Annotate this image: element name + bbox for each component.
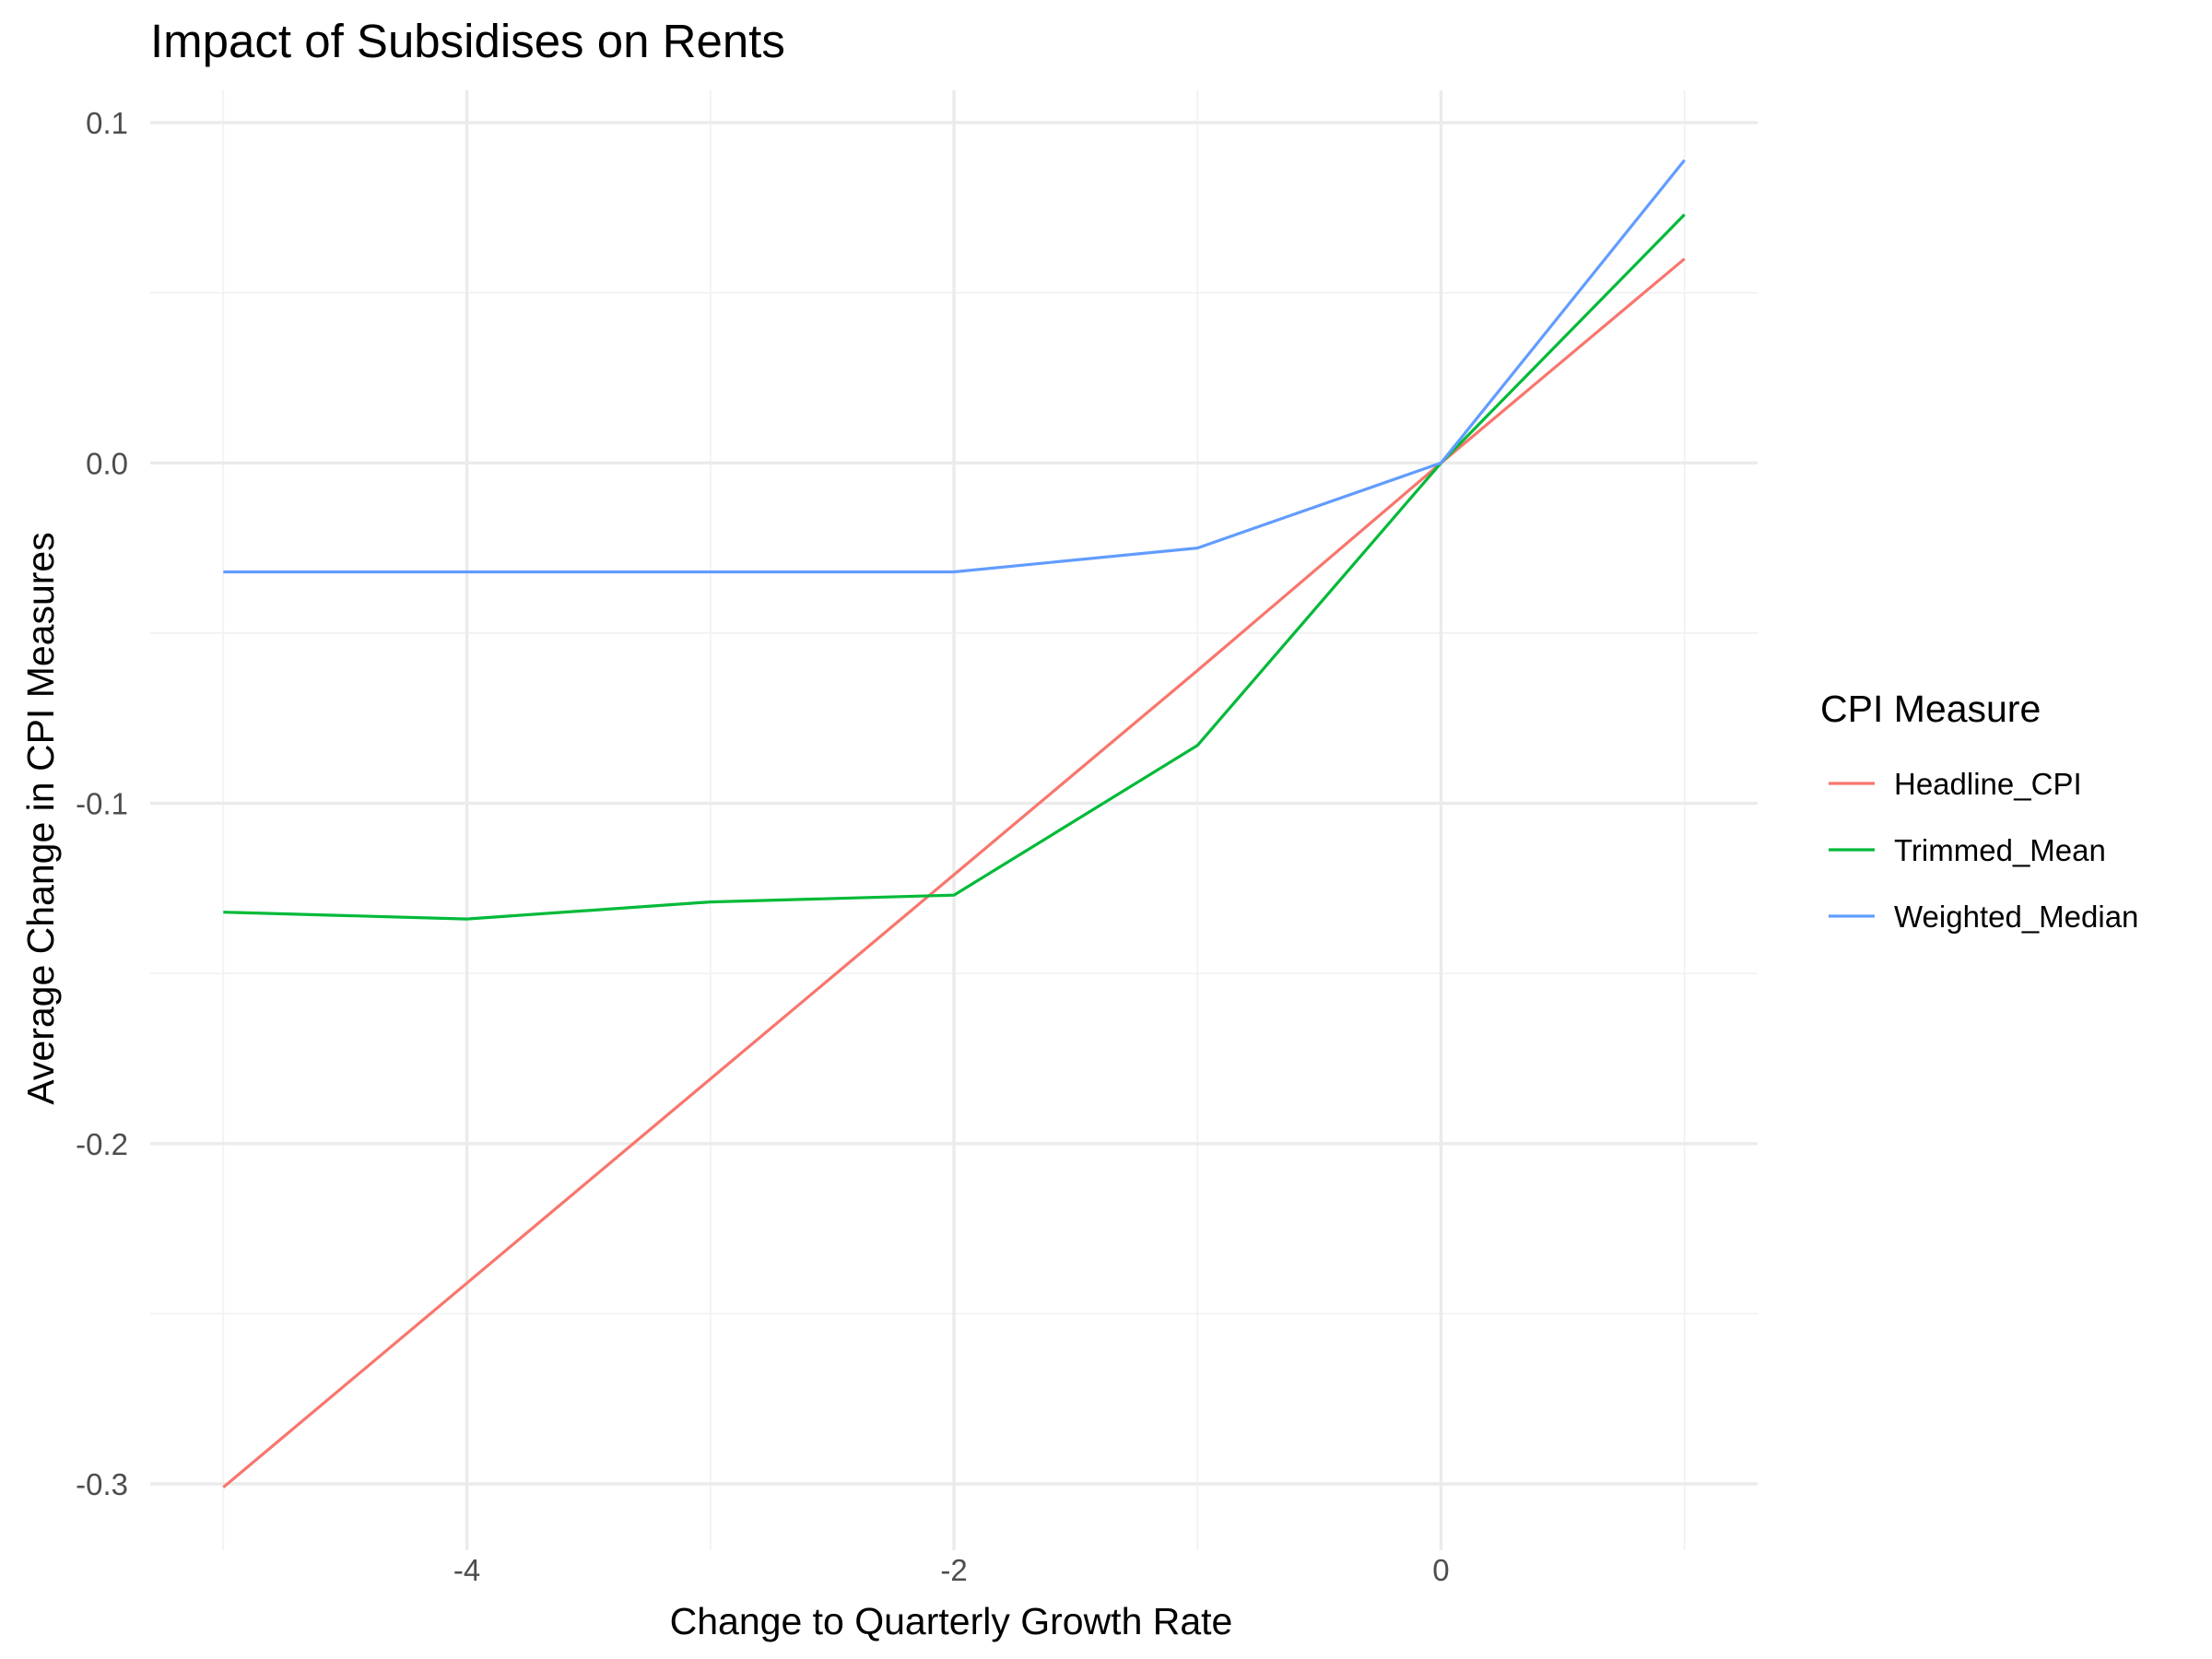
y-axis-title: Average Change in CPI Measures <box>19 532 62 1104</box>
x-tick-label: -4 <box>453 1553 480 1587</box>
y-axis-tick-labels: -0.3 -0.2 -0.1 0.0 0.1 <box>76 106 128 1501</box>
legend-label: Trimmed_Mean <box>1894 833 2106 867</box>
chart-title: Impact of Subsidises on Rents <box>150 15 785 67</box>
y-tick-label: -0.1 <box>76 787 128 821</box>
y-tick-label: 0.0 <box>86 446 128 480</box>
x-axis-title: Change to Quarterly Growth Rate <box>670 1600 1233 1642</box>
y-tick-label: -0.2 <box>76 1127 128 1161</box>
x-tick-label: -2 <box>940 1553 967 1587</box>
series-lines <box>222 159 1686 1488</box>
legend-title: CPI Measure <box>1820 688 2041 730</box>
y-tick-label: 0.1 <box>86 106 128 140</box>
x-axis-tick-labels: -4 -2 0 <box>453 1553 1450 1587</box>
legend: CPI Measure Headline_CPI Trimmed_Mean Weig… <box>1820 688 2138 934</box>
series-line-weighted-median <box>223 159 1686 574</box>
x-tick-label: 0 <box>1432 1553 1449 1587</box>
major-gridlines <box>150 90 1758 1550</box>
y-tick-label: -0.3 <box>76 1467 128 1501</box>
legend-label: Headline_CPI <box>1894 767 2082 801</box>
legend-label: Weighted_Median <box>1894 900 2138 934</box>
